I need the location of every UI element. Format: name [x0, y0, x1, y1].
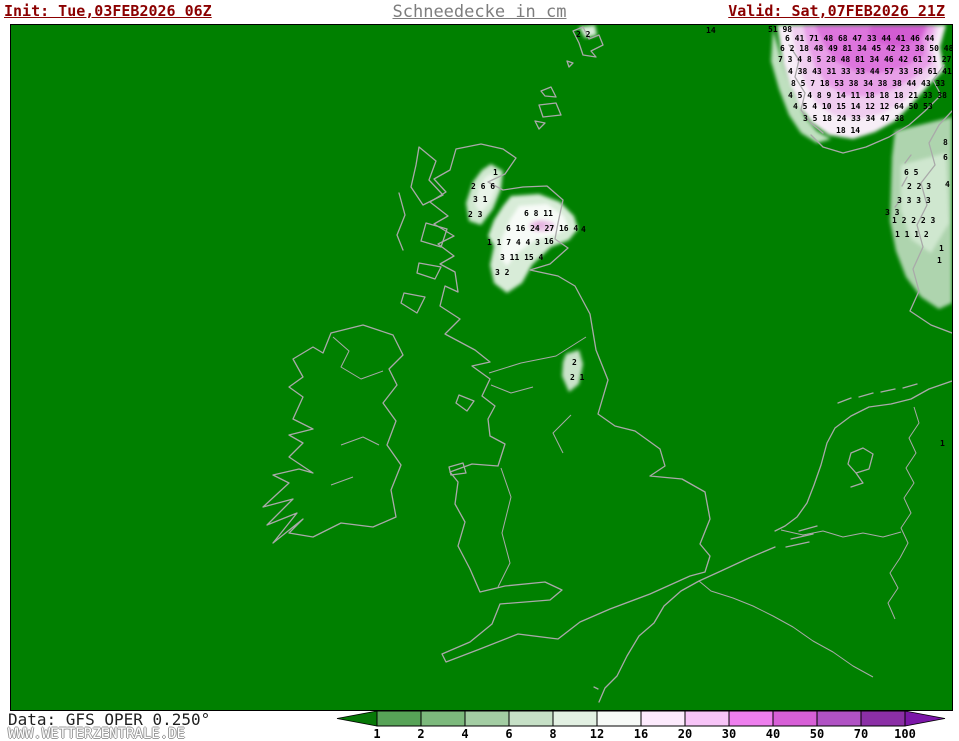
snow-depth-value-norway: 4 38 43 31 33 33 44 57 33 58 61 41: [788, 67, 952, 76]
legend-tick-label: 100: [894, 727, 916, 741]
snow-depth-value-norway: 4 5 4 10 15 14 12 12 64 50 53: [793, 102, 933, 111]
snow-depth-value-scotland-central: 4: [581, 225, 586, 234]
snow-depth-value-sweden: 6 5: [904, 168, 919, 177]
legend-segment: [861, 711, 905, 726]
valid-datetime: Valid: Sat,07FEB2026 21Z: [728, 2, 945, 20]
snow-depth-value-scotland-central: 3 11 15 4: [500, 253, 544, 262]
legend-segment: [421, 711, 465, 726]
snow-depth-value-norway: 18 14: [836, 126, 860, 135]
snow-depth-value-norway: 14: [706, 26, 716, 35]
legend-tick-label: 20: [678, 727, 692, 741]
snow-depth-value-scotland-central: 1 1 7 4 4 3: [487, 238, 540, 247]
legend-segment: [817, 711, 861, 726]
snow-depth-value-scotland-north: 2 3: [468, 210, 483, 219]
legend-segment: [377, 711, 421, 726]
legend-segment: [465, 711, 509, 726]
legend-segment: [553, 711, 597, 726]
snow-depth-value-scotland-central: 6 8 11: [524, 209, 553, 218]
snow-depth-value-scotland-central: 3 2: [495, 268, 510, 277]
weather-map: 1451 986 41 71 48 68 47 33 44 41 46 446 …: [10, 24, 953, 711]
legend-tick-label: 2: [417, 727, 424, 741]
snow-depth-value-netherlands: 1: [940, 439, 945, 448]
legend-tick-label: 30: [722, 727, 736, 741]
legend-arrow-right-icon: [905, 711, 945, 726]
snow-depth-value-norway: 8 5 7 18 53 38 34 38 38 44 43 33: [791, 79, 945, 88]
snow-depth-value-sweden: 4: [945, 180, 950, 189]
snow-depth-value-sweden: 1 2 2 2 3: [892, 216, 936, 225]
legend-segment: [509, 711, 553, 726]
snow-depth-value-scotland-north: 1: [493, 168, 498, 177]
legend-tick-label: 40: [766, 727, 780, 741]
snow-depth-value-norway: 3 5 18 24 33 34 47 38: [803, 114, 904, 123]
snow-depth-value-scotland-north: 3 1: [473, 195, 488, 204]
snow-depth-value-norway: 51 98: [768, 25, 792, 34]
snow-depth-value-scotland-central: 16: [544, 237, 554, 246]
website-label: WWW.WETTERZENTRALE.DE: [8, 726, 185, 741]
weather-map-page: Init: Tue,03FEB2026 06Z Schneedecke in c…: [0, 0, 959, 741]
snow-depth-value-sweden: 1: [937, 256, 942, 265]
legend-segment: [641, 711, 685, 726]
snow-depth-value-sweden: 8: [943, 138, 948, 147]
legend-arrow-left-icon: [337, 711, 377, 726]
snow-depth-value-sweden: 2 2 3: [907, 182, 931, 191]
snow-depth-value-norway: 6 2 18 48 49 81 34 45 42 23 38 50 48: [780, 44, 952, 53]
map-canvas: 1451 986 41 71 48 68 47 33 44 41 46 446 …: [11, 25, 952, 710]
snow-depth-value-norway: 7 3 4 8 5 28 48 81 34 46 42 61 21 27: [778, 55, 952, 64]
legend-segment: [597, 711, 641, 726]
legend-tick-label: 70: [854, 727, 868, 741]
snow-depth-value-sweden: 6: [943, 153, 948, 162]
legend-tick-label: 6: [505, 727, 512, 741]
legend-tick-label: 4: [461, 727, 468, 741]
snow-depth-value-sweden: 3 3 3 3: [897, 196, 931, 205]
snow-depth-legend: 1246812162030405070100: [330, 710, 955, 741]
legend-tick-label: 50: [810, 727, 824, 741]
snow-depth-value-norway: 4 5 4 8 9 14 11 18 18 18 21 33 38: [788, 91, 947, 100]
legend-segment: [685, 711, 729, 726]
legend-segment: [773, 711, 817, 726]
snow-depth-value-scotland-central: 6 16 24 27 16 4: [506, 224, 578, 233]
legend-tick-label: 12: [590, 727, 604, 741]
legend-segment: [729, 711, 773, 726]
snow-depth-value-sweden: 1 1 1 2: [895, 230, 929, 239]
snow-depth-value-sweden: 1: [939, 244, 944, 253]
snow-depth-value-shetland: 2 2: [576, 30, 591, 39]
snow-depth-value-england-pennines: 2 1: [570, 373, 585, 382]
legend-tick-label: 1: [373, 727, 380, 741]
snow-depth-value-scotland-north: 2 6 6: [471, 182, 495, 191]
legend-tick-label: 16: [634, 727, 648, 741]
snow-depth-value-norway: 6 41 71 48 68 47 33 44 41 46 44: [785, 34, 934, 43]
snow-depth-value-england-pennines: 2: [572, 358, 577, 367]
legend-tick-label: 8: [549, 727, 556, 741]
